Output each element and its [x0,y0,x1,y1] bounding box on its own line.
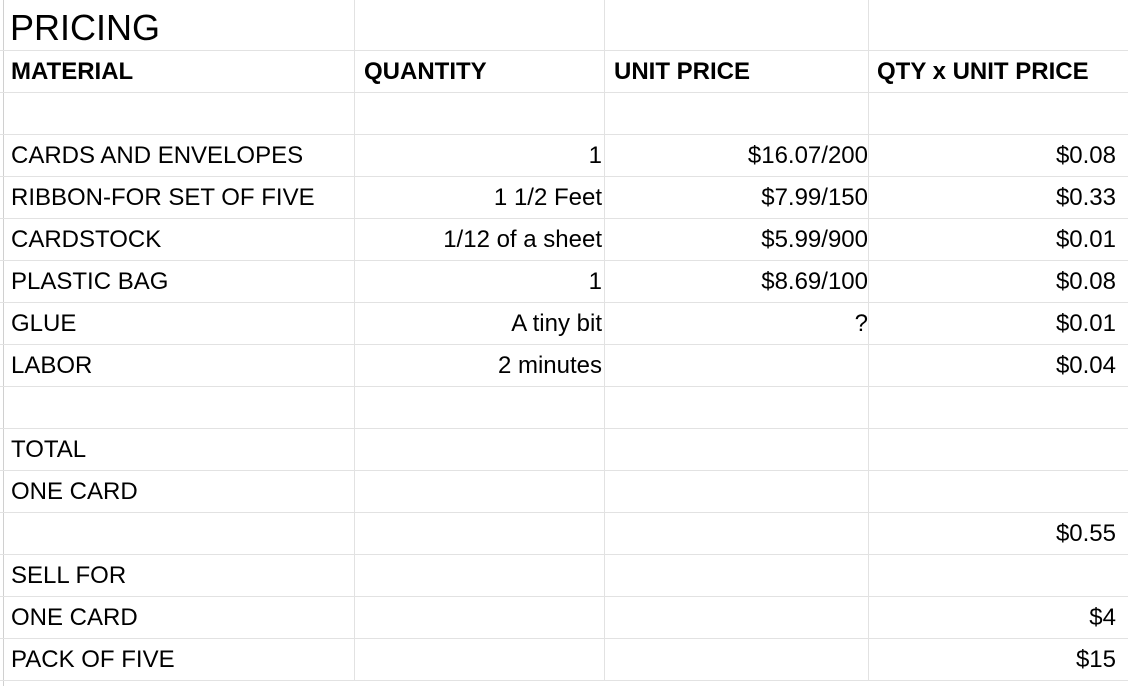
table-row: ONE CARD [0,471,1128,513]
header-row: MATERIAL QUANTITY UNIT PRICE QTY x UNIT … [0,51,1128,93]
table-row: RIBBON-FOR SET OF FIVE 1 1/2 Feet $7.99/15… [0,177,1128,219]
cell-quantity[interactable] [355,429,605,471]
cell-unit-price[interactable] [605,93,869,135]
title-cell[interactable]: PRICING [0,0,355,51]
cell-unit-price[interactable]: $8.69/100 [605,261,869,303]
table-row: TOTAL [0,429,1128,471]
cell-material[interactable] [0,93,355,135]
cell-total[interactable]: $0.33 [869,177,1128,219]
cell-quantity[interactable] [355,93,605,135]
cell-unit-price[interactable] [605,345,869,387]
cell-total[interactable] [869,387,1128,429]
cell-unit-price[interactable] [605,429,869,471]
cell-material[interactable]: PACK OF FIVE [0,639,355,681]
row-header-edge [0,0,4,686]
cell-material[interactable]: CARDSTOCK [0,219,355,261]
cell[interactable] [605,0,869,51]
cell-quantity[interactable]: 1 [355,135,605,177]
cell-quantity[interactable]: A tiny bit [355,303,605,345]
cell-quantity[interactable] [355,513,605,555]
table-row: SELL FOR [0,555,1128,597]
cell-unit-price[interactable] [605,513,869,555]
cell-total[interactable]: $0.01 [869,219,1128,261]
table-row: $0.55 [0,513,1128,555]
cell-material[interactable]: TOTAL [0,429,355,471]
cell-total[interactable]: $0.08 [869,135,1128,177]
cell-total[interactable]: $0.04 [869,345,1128,387]
cell-material[interactable]: GLUE [0,303,355,345]
cell-total[interactable] [869,471,1128,513]
cell-quantity[interactable] [355,597,605,639]
cell-total[interactable] [869,555,1128,597]
table-row: ONE CARD $4 [0,597,1128,639]
cell-material[interactable] [0,513,355,555]
cell-unit-price[interactable] [605,597,869,639]
table-row: PACK OF FIVE $15 [0,639,1128,681]
cell-material[interactable]: SELL FOR [0,555,355,597]
cell-total[interactable] [869,429,1128,471]
cell-total[interactable]: $0.01 [869,303,1128,345]
cell-material[interactable] [0,387,355,429]
cell-total[interactable]: $0.08 [869,261,1128,303]
table-row [0,93,1128,135]
cell-material[interactable]: ONE CARD [0,471,355,513]
cell-material[interactable]: PLASTIC BAG [0,261,355,303]
cell-unit-price[interactable]: $7.99/150 [605,177,869,219]
cell-quantity[interactable]: 1/12 of a sheet [355,219,605,261]
cell-unit-price[interactable] [605,387,869,429]
cell-quantity[interactable] [355,639,605,681]
cell-unit-price[interactable]: $5.99/900 [605,219,869,261]
cell-unit-price[interactable] [605,555,869,597]
cell-unit-price[interactable] [605,639,869,681]
table-row: CARDS AND ENVELOPES 1 $16.07/200 $0.08 [0,135,1128,177]
cell-material[interactable]: ONE CARD [0,597,355,639]
header-material[interactable]: MATERIAL [0,51,355,93]
cell-quantity[interactable]: 2 minutes [355,345,605,387]
cell-quantity[interactable]: 1 [355,261,605,303]
cell-quantity[interactable] [355,471,605,513]
table-row: PLASTIC BAG 1 $8.69/100 $0.08 [0,261,1128,303]
header-qty-x-unit-price[interactable]: QTY x UNIT PRICE [869,51,1128,93]
cell-total[interactable] [869,93,1128,135]
cell-material[interactable]: RIBBON-FOR SET OF FIVE [0,177,355,219]
header-unit-price[interactable]: UNIT PRICE [605,51,869,93]
table-row: GLUE A tiny bit? $0.01 [0,303,1128,345]
cell-quantity[interactable]: 1 1/2 Feet [355,177,605,219]
header-quantity[interactable]: QUANTITY [355,51,605,93]
cell-total[interactable]: $0.55 [869,513,1128,555]
cell-quantity[interactable] [355,387,605,429]
cell[interactable] [869,0,1128,51]
table-row: LABOR 2 minutes $0.04 [0,345,1128,387]
cell-unit-price[interactable]: $16.07/200 [605,135,869,177]
cell-unit-price[interactable] [605,471,869,513]
cell-unit-price[interactable]: ? [605,303,869,345]
cell-quantity[interactable] [355,555,605,597]
table-row [0,387,1128,429]
cell[interactable] [355,0,605,51]
table-row: CARDSTOCK 1/12 of a sheet $5.99/900 $0.01 [0,219,1128,261]
cell-total[interactable]: $15 [869,639,1128,681]
cell-material[interactable]: LABOR [0,345,355,387]
title-row: PRICING [0,0,1128,51]
cell-total[interactable]: $4 [869,597,1128,639]
cell-material[interactable]: CARDS AND ENVELOPES [0,135,355,177]
